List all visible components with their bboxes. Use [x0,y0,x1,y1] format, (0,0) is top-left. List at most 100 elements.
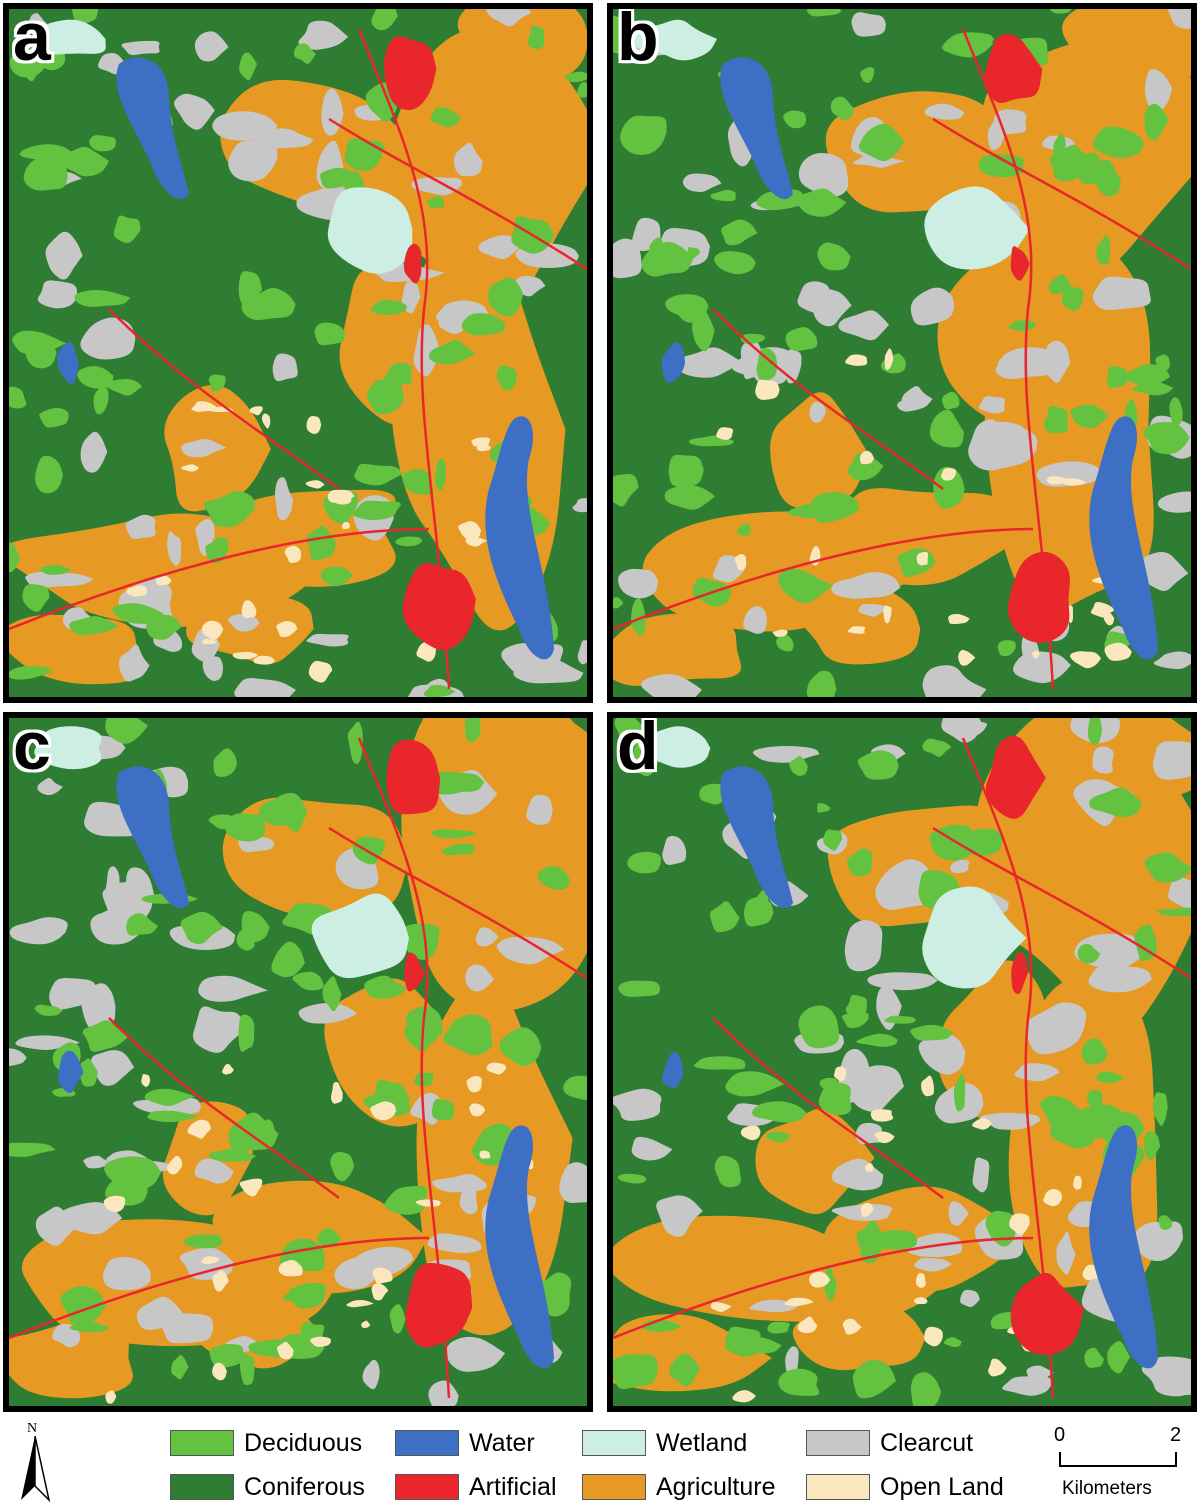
deciduous-patch [1157,907,1191,917]
clearcut-patch [194,31,229,62]
deciduous-patch [402,469,434,495]
north-label: N [27,1421,38,1436]
clearcut-patch [675,347,743,378]
legend-item-artificial: Artificial [395,1472,557,1502]
clearcut-patch [427,1233,482,1254]
road [108,1017,340,1200]
deciduous-patch [171,1355,189,1380]
deciduous-patch [317,1228,342,1247]
deciduous-patch [669,1353,701,1387]
clearcut-patch [1042,340,1070,383]
land-cover-map-d [613,718,1191,1406]
settlement-south [1007,551,1070,643]
open-land-patch [232,651,258,660]
deciduous-patch [1070,1104,1124,1140]
deciduous-patch [431,829,478,839]
legend-item-wetland: Wetland [582,1428,747,1458]
open-land-patch [972,1117,992,1130]
clearcut-patch [275,477,294,521]
wetland-bog [311,893,409,979]
clearcut-patch [798,152,849,198]
deciduous-patch [842,1012,869,1029]
clearcut-patch [948,1201,969,1226]
open-land-patch [167,1155,183,1175]
clearcut-patch [618,568,659,599]
panel-letter-a: a [13,3,51,75]
deciduous-patch [527,25,545,50]
deciduous-patch [783,110,807,129]
deciduous-patch [856,1033,898,1047]
deciduous-patch [845,994,867,1017]
deciduous-patch [631,598,646,636]
wetland-bog [924,186,1030,270]
settlement-north [985,735,1046,819]
deciduous-patch [967,33,995,47]
deciduous-patch [9,541,20,573]
deciduous-patch [74,290,131,307]
deciduous-patch [664,485,716,510]
deciduous-patch [113,215,141,243]
road [108,308,340,491]
deciduous-patch [785,327,818,352]
clearcut-patch [306,633,349,647]
deciduous-patch [787,503,828,519]
deciduous-patch [709,901,740,933]
deciduous-patch [725,1336,782,1354]
clearcut-patch [102,1257,151,1291]
clearcut-patch [910,287,955,326]
open-land-patch [740,1125,761,1141]
deciduous-patch [208,814,241,830]
deciduous-patch [997,640,1016,657]
clearcut-patch [978,396,1006,414]
swatch-coniferous [170,1474,234,1500]
deciduous-patch [953,1073,966,1112]
open-land-patch [253,655,275,665]
deciduous-patch [857,750,899,780]
deciduous-patch [710,189,736,202]
deciduous-patch [789,755,808,776]
deciduous-patch [9,666,53,680]
deciduous-patch [1096,235,1111,265]
deciduous-patch [9,1142,56,1157]
clearcut-patch [475,927,499,947]
wetland-bog [922,886,1027,989]
clearcut-patch [298,1003,357,1024]
deciduous-patch [714,1155,741,1188]
road [961,28,1055,690]
clearcut-patch [1153,651,1191,670]
open-land-patch [860,1202,874,1218]
open-land-patch [1069,651,1102,669]
open-land-patch [465,537,488,547]
deciduous-patch [1169,397,1183,426]
clearcut-patch [875,859,931,910]
deciduous-patch [428,339,476,365]
agriculture-patch [1062,9,1191,82]
deciduous-patch [9,386,27,409]
open-land-patch [261,413,271,429]
open-land-patch [276,621,298,638]
clearcut-patch [1056,1231,1076,1275]
settlement-north [984,33,1043,103]
open-land-patch [105,1390,117,1404]
open-land-patch [371,1283,389,1301]
open-land-patch [201,1256,220,1265]
deciduous-patch [692,311,715,352]
deciduous-patch [427,195,445,209]
deciduous-patch [35,455,63,494]
open-land-patch [126,585,148,597]
deciduous-patch [208,374,226,392]
deciduous-patch [384,362,413,385]
deciduous-patch [929,409,964,448]
legend-item-open-land: Open Land [806,1472,1004,1502]
clearcut-patch [194,1158,234,1184]
land-cover-map-a [9,9,587,697]
land-cover-layer [613,718,1191,1406]
deciduous-patch [293,43,316,64]
open-land-patch [187,1119,212,1139]
legend-label-agriculture: Agriculture [656,1472,776,1501]
pond [661,1051,684,1089]
open-land-patch [241,600,257,619]
clearcut-patch [453,142,483,177]
deciduous-patch [847,452,884,481]
north-arrow-icon [21,1435,51,1503]
